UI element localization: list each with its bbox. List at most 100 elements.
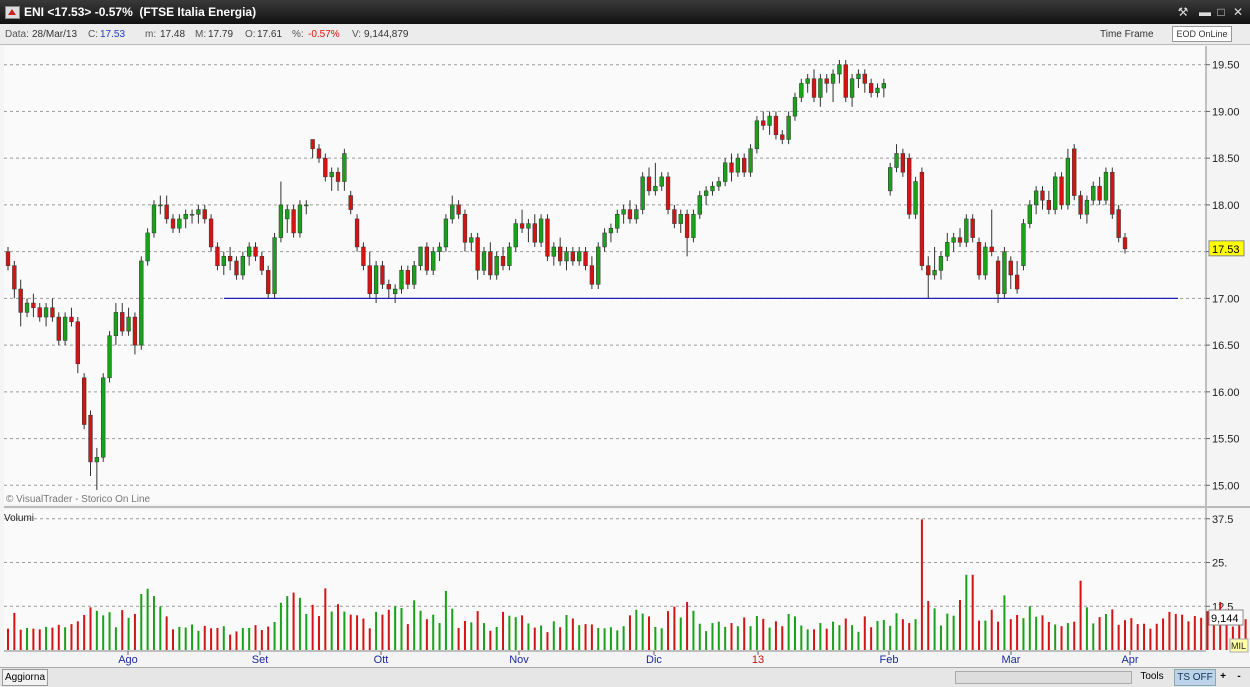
volume-bar (844, 618, 847, 650)
candle-body (1040, 190, 1045, 201)
volume-bar (609, 627, 612, 650)
volume-bar (260, 630, 263, 650)
timeframe-select[interactable]: EOD OnLine (1172, 26, 1232, 42)
volume-bar (1238, 612, 1241, 650)
candle-body (50, 307, 55, 318)
volume-bar (692, 610, 695, 650)
candle-body (780, 134, 785, 140)
volume-bar (26, 627, 29, 650)
candle-body (234, 260, 239, 276)
volume-bar (920, 519, 923, 650)
candle-body (373, 265, 379, 294)
zoom-out-button[interactable]: - (1237, 671, 1241, 682)
candle-body (431, 251, 436, 271)
candle-body (456, 204, 461, 215)
candle-body (56, 316, 61, 341)
volume-bar (1054, 624, 1057, 650)
volume-bar (451, 608, 454, 650)
candle-body (1033, 190, 1039, 206)
candle-body (1072, 148, 1077, 196)
volume-bar (1092, 623, 1095, 650)
volume-bar (749, 626, 752, 650)
candle-body (526, 223, 531, 229)
ts-off-button[interactable]: TS OFF (1174, 669, 1216, 686)
volume-bar (305, 613, 308, 650)
volume-bar (724, 626, 727, 650)
volume-bar (254, 625, 257, 650)
candle-body (323, 157, 328, 178)
volume-bar (406, 624, 409, 650)
volume-bar (781, 626, 784, 650)
horizontal-scrollbar[interactable] (955, 671, 1132, 684)
volume-bar (438, 623, 441, 650)
candle-body (481, 251, 487, 271)
candle-body (443, 218, 449, 248)
volume-bar (70, 624, 73, 650)
volume-bar (565, 615, 568, 650)
candle-body (120, 312, 125, 332)
volume-bar (140, 594, 143, 650)
tools-button[interactable]: Tools (1140, 671, 1164, 682)
candle-body (1122, 237, 1128, 250)
volume-label: V: (352, 29, 362, 40)
volume-bar (482, 623, 485, 650)
volume-bar (508, 615, 511, 650)
candle-body (602, 232, 607, 248)
volume-bar (1016, 615, 1019, 650)
candle-body (170, 218, 176, 229)
volume-bar (463, 620, 466, 650)
candle-body (69, 316, 74, 322)
volume-bar (1174, 613, 1177, 650)
volume-bar (83, 615, 86, 650)
price-tick-label: 18.50 (1212, 153, 1240, 165)
volume-tick-label: 25. (1212, 558, 1227, 570)
volume-bar (184, 627, 187, 650)
maximize-icon[interactable]: □ (1217, 5, 1225, 19)
tools-icon[interactable]: ⚒ (1177, 5, 1189, 19)
candle-body (18, 288, 23, 313)
candle-body (24, 302, 30, 313)
volume-bar (641, 613, 644, 650)
close-value: 17.53 (100, 29, 126, 40)
volume-bar (419, 610, 422, 650)
volume-bar (514, 617, 517, 650)
zoom-in-button[interactable]: + (1220, 671, 1226, 682)
price-tick-label: 15.50 (1212, 434, 1240, 446)
candle-body (888, 167, 893, 192)
volume-bar (774, 621, 777, 650)
candle-body (957, 237, 963, 243)
candle-body (367, 265, 372, 294)
volume-bar (165, 616, 168, 650)
date-value: 28/Mar/13 (32, 29, 78, 40)
candle-body (5, 251, 11, 266)
candle-body (1091, 185, 1096, 201)
open-label: O: (245, 29, 256, 40)
candle-body (1059, 176, 1064, 206)
refresh-button[interactable]: Aggiorna (2, 669, 48, 686)
volume-bar (298, 597, 301, 650)
volume-bar (89, 607, 92, 650)
minimize-icon[interactable]: ▬ (1199, 5, 1211, 19)
candle-body (342, 153, 347, 182)
volume-bar (578, 625, 581, 650)
candle-body (88, 414, 93, 463)
volume-bar (622, 626, 625, 650)
candle-body (989, 246, 994, 252)
candle-body (329, 171, 334, 178)
open-value: 17.61 (257, 29, 283, 40)
volume-bar (990, 609, 993, 650)
volume-bar (1022, 618, 1025, 650)
volume-bar (324, 588, 327, 650)
volume-bar (279, 602, 282, 650)
candle-body (221, 256, 226, 266)
volume-bar (502, 611, 505, 650)
price-volume-chart[interactable]: 19.5019.0018.5018.0017.5017.0016.5016.00… (0, 44, 1250, 667)
min-value: 17.48 (160, 29, 186, 40)
close-icon[interactable]: ✕ (1232, 5, 1244, 19)
volume-bar (248, 627, 251, 650)
volume-bar (286, 596, 289, 650)
volume-bar (1181, 614, 1184, 650)
volume-bar (13, 612, 16, 650)
candle-body (139, 260, 144, 346)
candle-body (82, 377, 87, 425)
